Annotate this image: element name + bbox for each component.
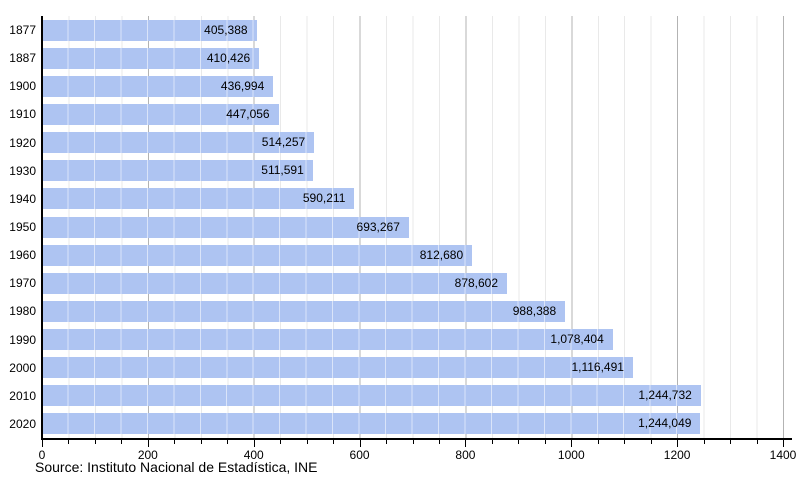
x-axis-tick-label: 1200 xyxy=(663,448,691,462)
bar: 511,591 xyxy=(42,160,313,182)
y-axis-label: 1877 xyxy=(9,23,36,38)
bar: 514,257 xyxy=(42,132,315,154)
bar-value-label: 447,056 xyxy=(226,106,270,121)
x-axis-tick xyxy=(147,440,149,447)
y-axis-label: 1910 xyxy=(9,107,36,122)
x-axis-tick xyxy=(465,440,467,447)
bar-value-label: 511,591 xyxy=(261,163,304,178)
x-axis-tick xyxy=(597,440,599,444)
x-axis-tick xyxy=(121,440,123,444)
x-axis-tick xyxy=(174,440,176,444)
y-axis-label: 2010 xyxy=(9,388,36,403)
x-axis-tick-label: 1400 xyxy=(769,448,797,462)
x-axis-tick-label: 600 xyxy=(349,448,370,462)
x-axis-tick xyxy=(624,440,626,444)
x-axis-tick xyxy=(783,440,784,447)
x-axis-tick xyxy=(200,440,202,444)
x-axis-tick xyxy=(280,440,282,444)
x-axis-tick xyxy=(650,440,652,444)
x-axis-tick xyxy=(68,440,70,444)
y-axis-label: 1940 xyxy=(9,191,36,206)
x-axis-tick xyxy=(518,440,520,444)
bar-value-label: 514,257 xyxy=(261,135,306,150)
bar-value-label: 410,426 xyxy=(206,50,251,65)
y-axis-label: 2020 xyxy=(9,416,36,431)
x-axis-tick-label: 200 xyxy=(137,448,158,462)
y-axis-label: 1887 xyxy=(9,51,36,66)
y-axis-label: 1920 xyxy=(9,135,36,150)
y-axis-label: 1980 xyxy=(9,304,36,319)
x-axis-tick xyxy=(412,440,414,444)
source-text: Source: Instituto Nacional de Estadístic… xyxy=(35,459,318,475)
x-axis-tick xyxy=(571,440,573,447)
bar: 1,244,732 xyxy=(42,385,701,407)
plot-area: 405,388 410,426 436,994 447,056 514,257 511,5… xyxy=(42,16,784,438)
bar: 693,267 xyxy=(42,216,409,238)
y-axis-label: 1970 xyxy=(9,276,36,291)
y-axis-line xyxy=(41,16,43,440)
bar-value-label: 1,116,491 xyxy=(571,360,624,375)
x-axis-tick xyxy=(359,440,361,447)
x-axis-tick xyxy=(333,440,335,444)
bar: 878,602 xyxy=(42,272,508,294)
x-axis-tick-label: 400 xyxy=(243,448,264,462)
bar: 1,244,049 xyxy=(42,413,701,435)
bar: 410,426 xyxy=(42,47,260,69)
bar: 812,680 xyxy=(42,244,473,266)
x-axis-tick xyxy=(94,440,96,444)
x-axis-tick xyxy=(438,440,440,444)
bar-value-label: 693,267 xyxy=(356,219,400,234)
bar-value-label: 590,211 xyxy=(302,191,346,206)
bar: 590,211 xyxy=(42,188,355,210)
bar-value-label: 405,388 xyxy=(204,22,248,37)
x-axis-tick xyxy=(756,440,758,444)
x-axis-tick xyxy=(730,440,732,444)
x-axis-tick xyxy=(544,440,546,444)
x-axis-tick xyxy=(253,440,255,447)
x-axis-tick xyxy=(703,440,705,444)
bar-value-label: 436,994 xyxy=(220,78,265,93)
y-axis-label: 2000 xyxy=(9,360,36,375)
x-axis-tick-label: 800 xyxy=(455,448,476,462)
y-axis-label: 1950 xyxy=(9,220,36,234)
x-axis-tick xyxy=(227,440,229,444)
x-axis-tick xyxy=(677,440,679,447)
bar: 436,994 xyxy=(42,75,274,97)
bar-value-label: 1,244,049 xyxy=(638,416,692,431)
x-axis-line xyxy=(42,438,792,440)
x-axis-tick-label: 1000 xyxy=(557,448,585,462)
y-axis-label: 1990 xyxy=(9,332,36,347)
x-axis-tick xyxy=(491,440,493,444)
bar: 988,388 xyxy=(42,300,566,322)
x-axis-tick-label: 0 xyxy=(38,448,46,462)
bar-value-label: 1,078,404 xyxy=(550,332,604,347)
bar: 447,056 xyxy=(42,103,279,125)
y-axis-label: 1900 xyxy=(9,79,36,94)
y-axis-label: 1960 xyxy=(9,248,36,263)
bar-value-label: 812,680 xyxy=(419,247,464,262)
x-axis-tick xyxy=(306,440,308,444)
bar-value-label: 878,602 xyxy=(454,275,499,290)
bar-value-label: 988,388 xyxy=(512,303,557,318)
bar-value-label: 1,244,732 xyxy=(638,388,692,403)
bar: 1,078,404 xyxy=(42,329,613,351)
bar: 405,388 xyxy=(42,19,257,41)
bar: 1,116,491 xyxy=(42,357,633,379)
y-axis-label: 1930 xyxy=(9,163,36,178)
x-axis-tick xyxy=(386,440,388,444)
x-axis-tick xyxy=(42,440,43,447)
